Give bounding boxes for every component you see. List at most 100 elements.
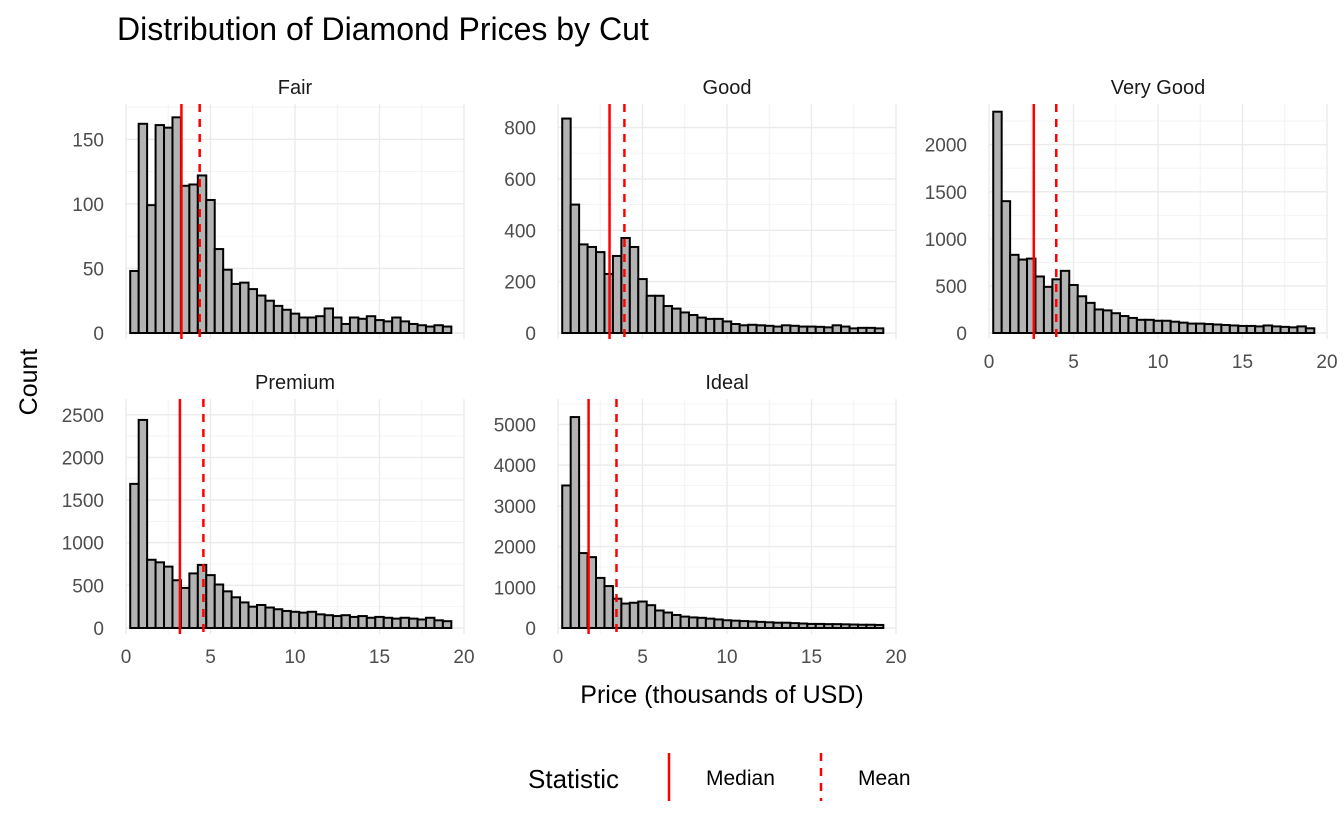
panel-fair-bar [433, 324, 444, 335]
panel-ideal-bar [679, 615, 690, 630]
x-tick-label: 20 [453, 647, 474, 668]
panel-good-bar [730, 323, 741, 334]
panel-very-good-bar [1102, 309, 1113, 334]
y-tick-label: 0 [525, 324, 536, 345]
panel-fair-bar [416, 324, 427, 335]
y-tick-label: 3000 [494, 497, 536, 518]
panel-fair-bar [171, 116, 182, 334]
panel-very-good-bar [1152, 319, 1164, 334]
panel-ideal-bar [595, 576, 606, 629]
panel-ideal-bar [747, 620, 758, 629]
panel-premium-bar [332, 615, 343, 629]
panel-fair-bar [146, 204, 157, 334]
panel-premium-bar [433, 619, 444, 629]
panel-premium-bar [315, 613, 326, 630]
y-tick-label: 500 [935, 277, 967, 298]
panel-very-good-bar [992, 110, 1003, 335]
y-tick-label: 1000 [494, 578, 536, 599]
panel-good: Good 0 200 400 600 800 [504, 77, 897, 345]
y-tick-label: 1500 [925, 183, 967, 204]
panel-good-bar [738, 324, 750, 334]
panel-good-strip-label: Good [703, 77, 752, 99]
panel-ideal-bar [561, 484, 572, 629]
panel-ideal-bar [780, 621, 792, 629]
panel-ideal-bar [848, 623, 859, 630]
panel-ideal-bar [569, 416, 581, 630]
panel-very-good-bar [1203, 323, 1214, 335]
panel-very-good-bar [1076, 295, 1088, 334]
panel-premium-bar [255, 603, 267, 629]
panel-very-good-bar [1118, 315, 1130, 334]
panel-ideal-bar [873, 623, 885, 629]
panel-good-bar [704, 317, 716, 334]
y-tick-label: 50 [83, 259, 104, 280]
panel-premium-bar [239, 601, 250, 630]
panel-good-bar [713, 317, 724, 334]
panel-fair-bar [289, 312, 301, 334]
panel-ideal-bar [620, 602, 631, 629]
panel-very-good-bar [1211, 323, 1223, 334]
x-tick-label: 5 [637, 647, 648, 668]
panel-premium-bar [188, 572, 199, 630]
x-tick-label: 20 [885, 647, 906, 668]
panel-good-bar [747, 323, 758, 335]
panel-very-good-bar [1110, 312, 1121, 335]
y-tick-label: 100 [72, 195, 104, 216]
y-tick-label: 200 [504, 273, 536, 294]
panel-very-good-bar [1135, 318, 1147, 335]
y-tick-label: 150 [72, 130, 104, 151]
x-tick-label: 15 [801, 647, 822, 668]
panel-ideal: Ideal 0 1000 2000 3000 4000 5000 0 5 10 15 20 [494, 372, 907, 668]
panel-ideal-bar [865, 623, 876, 630]
panel-ideal-bar [637, 600, 648, 630]
y-tick-label: 400 [504, 221, 536, 242]
panel-premium-bar [399, 616, 411, 630]
panel-very-good-bar [1127, 316, 1138, 334]
panel-very-good-bar [1271, 325, 1282, 334]
panel-good-bar [755, 324, 767, 334]
panel-ideal-bar [713, 618, 724, 630]
panel-very-good-bar [1245, 324, 1257, 334]
x-tick-label: 15 [1232, 352, 1253, 373]
panel-premium-bar [222, 590, 233, 630]
y-axis-title: Count [15, 349, 43, 416]
panel-good-bar [764, 324, 775, 334]
panel-very-good-strip-label: Very Good [1111, 77, 1206, 99]
panel-ideal-bar [671, 613, 682, 629]
panel-premium-strip-label: Premium [255, 372, 335, 394]
panel-very-good-bar [1161, 319, 1172, 334]
panel-ideal-bar [696, 616, 707, 630]
panel-ideal-bar [797, 622, 809, 629]
y-tick-label: 2000 [62, 448, 104, 469]
panel-fair-bar [391, 316, 402, 335]
panel-fair-bar [408, 322, 419, 334]
legend-median-label: Median [706, 767, 775, 790]
panel-premium-bar [340, 614, 351, 629]
panel-premium-bar [163, 565, 174, 630]
panel-fair-bar [281, 308, 292, 334]
panel-fair-bar [298, 316, 309, 335]
y-tick-label: 2000 [494, 538, 536, 559]
x-tick-label: 0 [121, 647, 132, 668]
panel-ideal-bar [730, 619, 741, 630]
y-tick-label: 600 [504, 170, 536, 191]
panel-ideal-bar [645, 604, 657, 630]
panel-very-good-bar [1287, 326, 1299, 335]
x-tick-label: 20 [1316, 352, 1337, 373]
legend: Statistic Median Mean [528, 753, 911, 801]
panel-fair-bar [382, 320, 394, 334]
x-tick-label: 0 [984, 352, 995, 373]
panel-very-good-bar [1042, 285, 1054, 335]
panel-fair-bar [239, 281, 250, 334]
panel-good-bar [687, 314, 699, 335]
panel-fair-bar [129, 270, 140, 334]
panel-premium-bar [281, 609, 292, 630]
panel-good-bar [772, 325, 783, 335]
panel-good-bar [628, 245, 640, 334]
panel-premium-bar [323, 614, 335, 629]
panel-fair-bar [441, 325, 453, 334]
panel-ideal-bar [856, 623, 868, 630]
panel-good-bar [789, 324, 800, 334]
